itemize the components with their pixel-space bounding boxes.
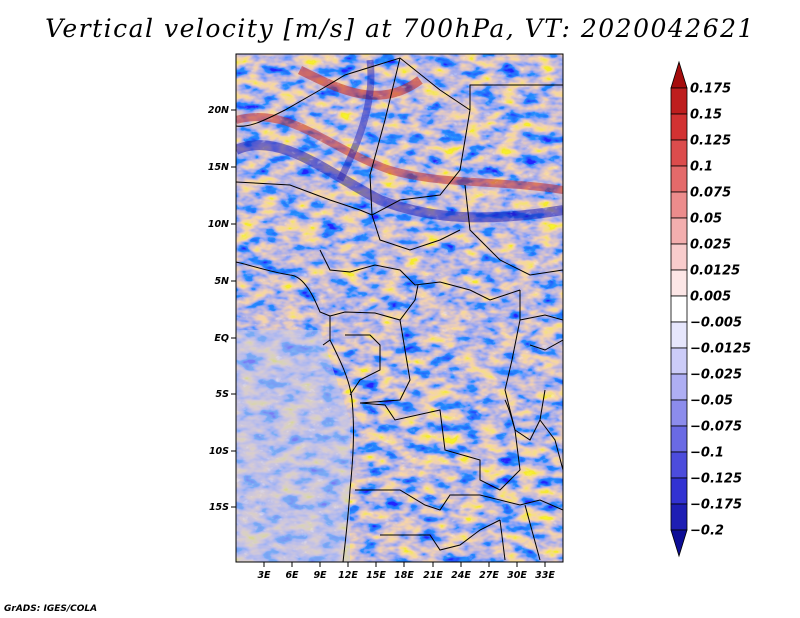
lon-label: 12E xyxy=(338,570,358,581)
colorbar-label: −0.0125 xyxy=(690,342,751,357)
colorbar-swatch xyxy=(670,60,688,89)
lon-label: 3E xyxy=(257,570,271,581)
country-borders xyxy=(236,57,563,562)
lat-label: 15N xyxy=(208,162,229,173)
lon-label: 30E xyxy=(507,570,527,581)
map-frame xyxy=(235,53,564,563)
lon-tick-labels: 3E 6E 9E 12E 15E 18E 21E 24E 27E 30E 33E xyxy=(257,570,555,581)
lon-label: 15E xyxy=(366,570,386,581)
lat-label: 5N xyxy=(214,276,229,287)
lon-label: 27E xyxy=(479,570,499,581)
colorbar-swatch xyxy=(670,113,688,141)
lon-label: 21E xyxy=(423,570,443,581)
colorbar-labels: 0.175 0.15 0.125 0.1 0.075 0.05 0.025 0.0125 0.0… xyxy=(690,82,751,539)
lat-label: EQ xyxy=(214,333,229,344)
colorbar-swatch xyxy=(670,243,688,271)
colorbar-swatch xyxy=(670,425,688,453)
lon-tick-marks xyxy=(263,562,546,567)
colorbar-swatch xyxy=(670,165,688,193)
colorbar-label: −0.025 xyxy=(690,368,742,383)
colorbar-label: 0.15 xyxy=(690,108,722,123)
colorbar-label: 0.075 xyxy=(690,186,731,201)
colorbar-label: 0.125 xyxy=(690,134,731,149)
lon-label: 18E xyxy=(394,570,414,581)
lon-label: 33E xyxy=(535,570,555,581)
lon-label: 24E xyxy=(451,570,471,581)
colorbar-swatch xyxy=(670,87,688,115)
colorbar-label: 0.005 xyxy=(690,290,731,305)
colorbar-swatches xyxy=(670,60,688,558)
lat-label: 5S xyxy=(216,389,230,400)
colorbar-label: 0.05 xyxy=(690,212,722,227)
colorbar-label: −0.005 xyxy=(690,316,742,331)
lat-label: 15S xyxy=(209,502,229,513)
colorbar-swatch xyxy=(670,321,688,349)
lon-label: 9E xyxy=(313,570,327,581)
colorbar-label: −0.075 xyxy=(690,420,742,435)
velocity-field xyxy=(236,54,563,562)
colorbar-swatch xyxy=(670,451,688,479)
colorbar-swatch xyxy=(670,139,688,167)
grads-credit: GrADS: IGES/COLA xyxy=(4,604,98,614)
colorbar-swatch xyxy=(670,399,688,427)
colorbar-label: 0.0125 xyxy=(690,264,740,279)
lat-label: 10N xyxy=(208,219,229,230)
colorbar-swatch xyxy=(670,373,688,401)
colorbar-swatch xyxy=(670,503,688,531)
colorbar-label: 0.1 xyxy=(690,160,713,175)
colorbar-label: −0.05 xyxy=(690,394,733,409)
colorbar-swatch xyxy=(670,477,688,505)
colorbar: 0.175 0.15 0.125 0.1 0.075 0.05 0.025 0.0125 0.0… xyxy=(670,60,751,558)
colorbar-swatch xyxy=(670,529,688,558)
colorbar-label: −0.175 xyxy=(690,498,742,513)
colorbar-swatch xyxy=(670,295,688,323)
lat-label: 10S xyxy=(209,446,229,457)
colorbar-label: 0.175 xyxy=(690,82,731,97)
colorbar-label: −0.2 xyxy=(690,524,724,539)
colorbar-label: −0.125 xyxy=(690,472,742,487)
colorbar-swatch xyxy=(670,217,688,245)
colorbar-label: −0.1 xyxy=(690,446,724,461)
colorbar-swatch xyxy=(670,191,688,219)
lat-label: 20N xyxy=(208,105,229,116)
colorbar-swatch xyxy=(670,347,688,375)
colorbar-label: 0.025 xyxy=(690,238,731,253)
lat-tick-marks xyxy=(231,109,236,508)
colorbar-swatch xyxy=(670,269,688,297)
lat-tick-labels: 20N 15N 10N 5N EQ 5S 10S 15S xyxy=(208,105,229,513)
chart-title: Vertical velocity [m/s] at 700hPa, VT: 2… xyxy=(45,14,755,43)
lon-label: 6E xyxy=(285,570,299,581)
